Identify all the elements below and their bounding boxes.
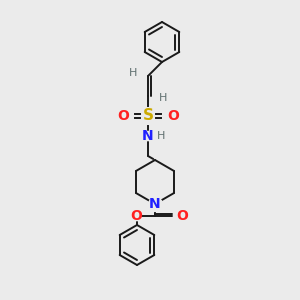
Text: H: H bbox=[157, 131, 165, 141]
Text: O: O bbox=[117, 109, 129, 123]
Text: N: N bbox=[142, 129, 154, 143]
Text: O: O bbox=[167, 109, 179, 123]
Text: O: O bbox=[130, 209, 142, 223]
Text: S: S bbox=[142, 109, 154, 124]
Text: O: O bbox=[176, 209, 188, 223]
Text: H: H bbox=[159, 93, 167, 103]
Text: N: N bbox=[149, 197, 161, 211]
Text: H: H bbox=[129, 68, 137, 78]
